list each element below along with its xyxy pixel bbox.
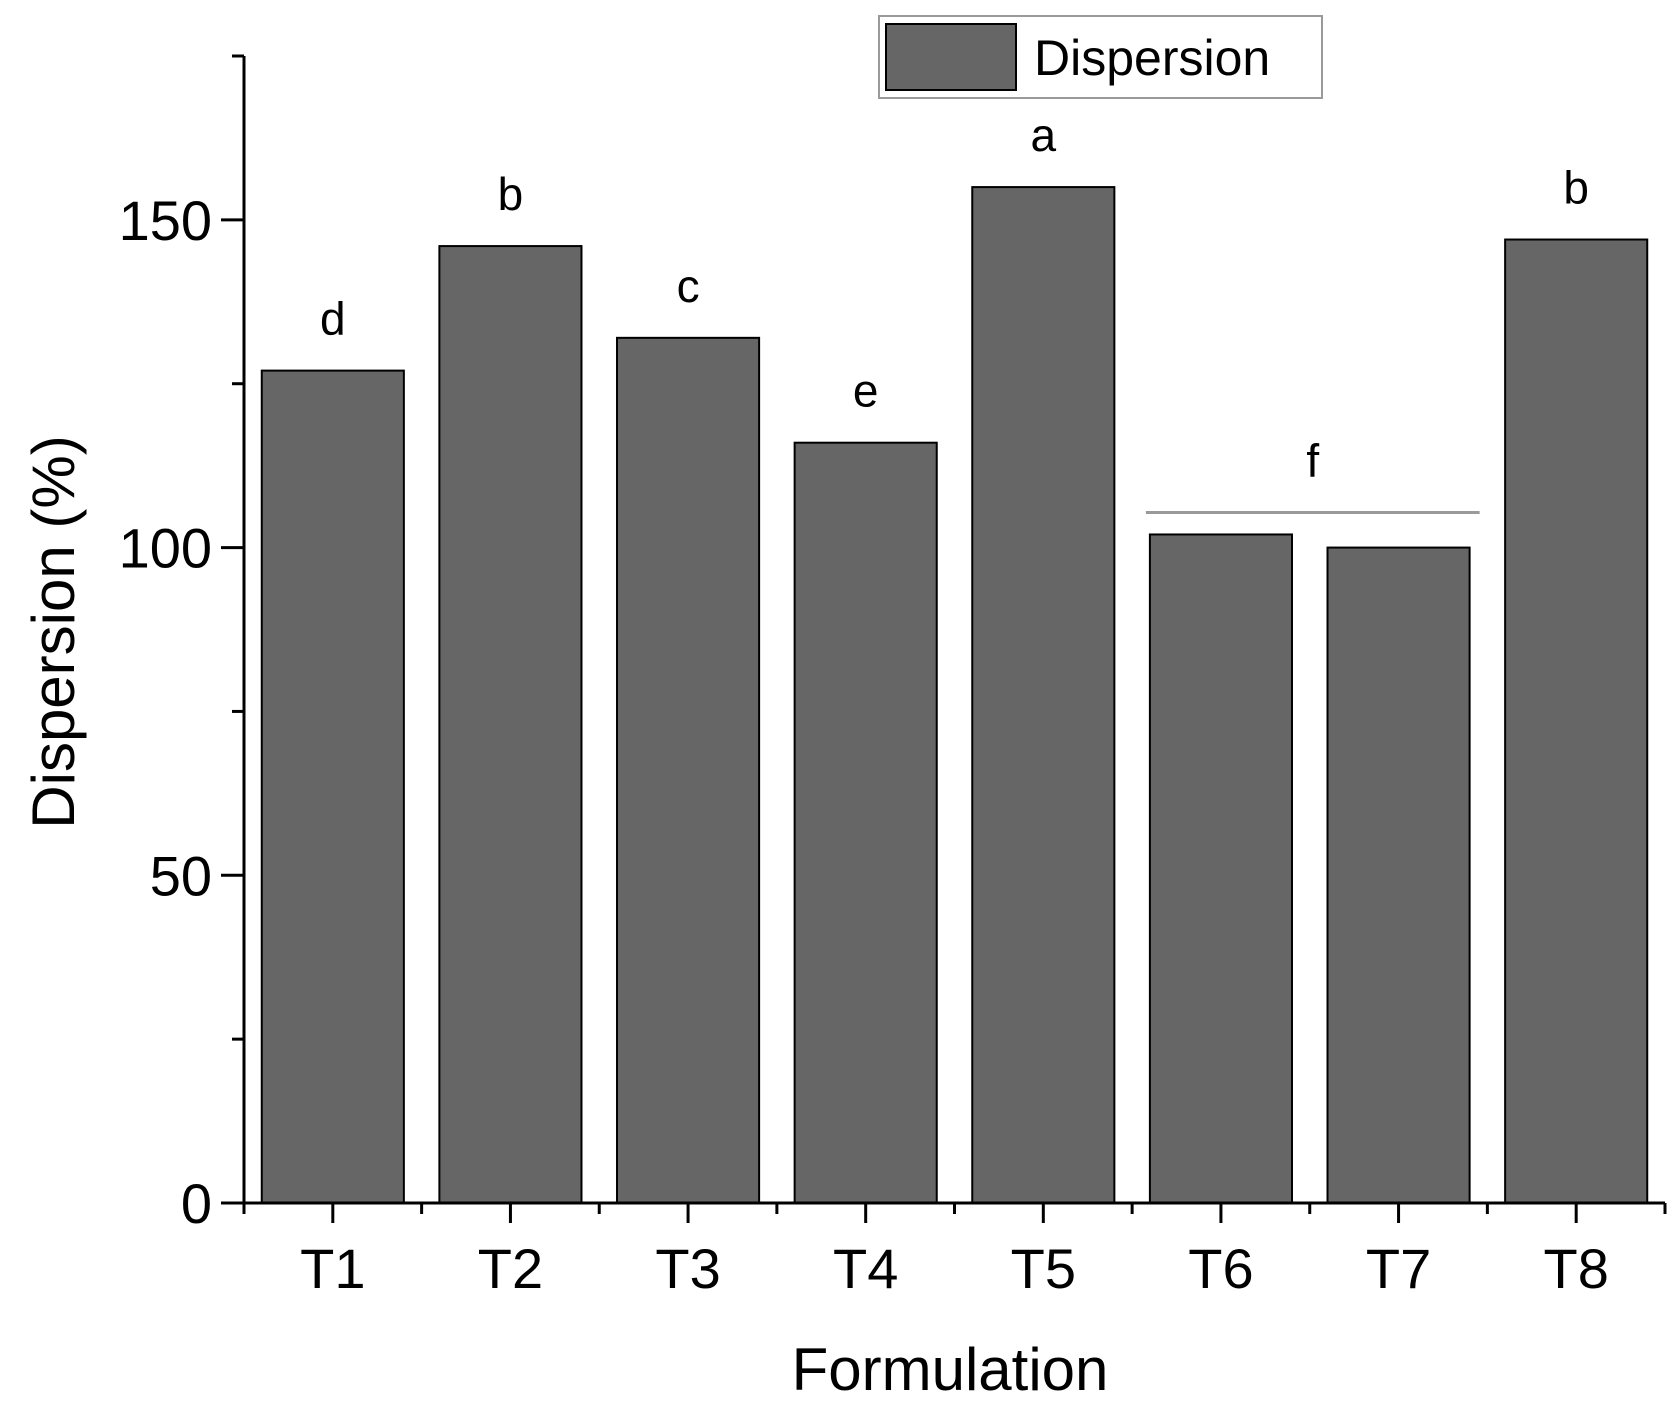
x-tick-label: T8 — [1544, 1237, 1609, 1300]
bar-T4 — [793, 441, 938, 1204]
y-tick-label: 100 — [119, 517, 212, 580]
bar-T5 — [971, 186, 1116, 1205]
y-tick-label: 0 — [181, 1172, 212, 1235]
axes-layer: 0 50 100 150 T1 T2 T3 T4 T5 T6 T7 T8 — [119, 54, 1667, 1300]
x-tick-label: T1 — [300, 1237, 365, 1300]
x-tick-label: T6 — [1188, 1237, 1253, 1300]
x-tick-label: T4 — [833, 1237, 898, 1300]
bar-T3 — [616, 336, 761, 1204]
bar-T8 — [1504, 238, 1649, 1204]
x-tick-label: T5 — [1011, 1237, 1076, 1300]
legend: Dispersion — [878, 15, 1323, 99]
significance-letter-T8: b — [1563, 162, 1589, 214]
legend-swatch — [885, 23, 1017, 91]
significance-letter-T1: d — [320, 293, 346, 345]
bar-T7 — [1326, 546, 1471, 1204]
bar-T1 — [260, 369, 405, 1204]
bars-layer — [260, 186, 1649, 1205]
legend-label: Dispersion — [1034, 30, 1270, 86]
significance-letter-T5: a — [1031, 109, 1057, 161]
significance-letter-T3: c — [677, 260, 700, 312]
x-tick-label: T2 — [478, 1237, 543, 1300]
y-axis-title: Dispersion (%) — [20, 435, 87, 828]
bar-T6 — [1148, 533, 1293, 1204]
annotations-layer: d b c e a b f — [320, 109, 1589, 514]
significance-letter-T4: e — [853, 365, 879, 417]
group-significance-letter: f — [1306, 434, 1319, 486]
x-tick-label: T7 — [1366, 1237, 1431, 1300]
x-tick-label: T3 — [655, 1237, 720, 1300]
significance-letter-T2: b — [498, 168, 524, 220]
bar-T2 — [438, 245, 583, 1204]
y-tick-label: 50 — [150, 844, 212, 907]
y-tick-label: 150 — [119, 189, 212, 252]
x-axis-title: Formulation — [792, 1336, 1109, 1403]
